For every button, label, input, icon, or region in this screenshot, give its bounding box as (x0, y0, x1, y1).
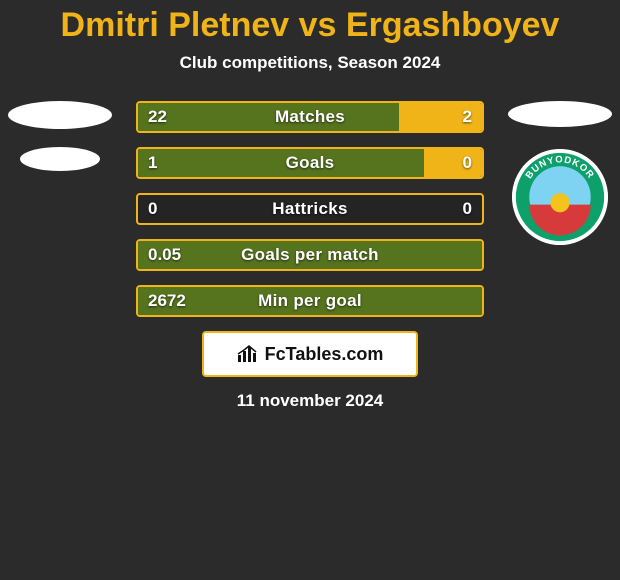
stat-value-right: 0 (463, 199, 472, 219)
stat-row: 22 Matches 2 (136, 101, 484, 133)
stat-value-left: 2672 (148, 291, 186, 311)
bar-chart-icon (237, 345, 259, 363)
subtitle: Club competitions, Season 2024 (0, 53, 620, 73)
title-vs: vs (299, 6, 337, 44)
right-club-badge: BUNYODKOR (512, 149, 608, 245)
stat-row: 2672 Min per goal (136, 285, 484, 317)
stat-value-left: 22 (148, 107, 167, 127)
left-placeholder-ellipse-1 (8, 101, 112, 129)
brand-footer: FcTables.com (202, 331, 418, 377)
body-area: BUNYODKOR 22 Matches 2 1 Goals 0 0 Hattricks 0 0.… (0, 101, 620, 411)
player-right-name: Ergashboyev (346, 6, 560, 44)
stat-label: Goals (286, 153, 335, 173)
stat-value-right: 2 (463, 107, 472, 127)
stat-value-left: 1 (148, 153, 157, 173)
page-title: Dmitri Pletnev vs Ergashboyev (0, 0, 620, 45)
stat-value-right: 0 (463, 153, 472, 173)
stat-label: Matches (275, 107, 345, 127)
right-placeholder-ellipse (508, 101, 612, 127)
stat-row: 0.05 Goals per match (136, 239, 484, 271)
stat-row: 1 Goals 0 (136, 147, 484, 179)
date-line: 11 november 2024 (0, 391, 620, 411)
player-left-name: Dmitri Pletnev (61, 6, 290, 44)
stat-rows: 22 Matches 2 1 Goals 0 0 Hattricks 0 0.05 Goals pe… (136, 101, 484, 317)
brand-text: FcTables.com (265, 344, 384, 365)
stat-label: Goals per match (241, 245, 379, 265)
stat-fill-left (138, 149, 424, 177)
right-badge-column: BUNYODKOR (500, 101, 620, 245)
stat-row: 0 Hattricks 0 (136, 193, 484, 225)
left-badge-column (0, 101, 120, 189)
brand-suffix: Tables.com (286, 344, 384, 364)
stat-label: Min per goal (258, 291, 362, 311)
stat-value-left: 0 (148, 199, 157, 219)
stat-label: Hattricks (272, 199, 347, 219)
stat-value-left: 0.05 (148, 245, 181, 265)
left-placeholder-ellipse-2 (20, 147, 100, 171)
stat-fill-left (138, 103, 399, 131)
bunyodkor-badge-icon: BUNYODKOR (512, 149, 608, 245)
brand-prefix: Fc (265, 344, 286, 364)
stat-fill-right (424, 149, 482, 177)
